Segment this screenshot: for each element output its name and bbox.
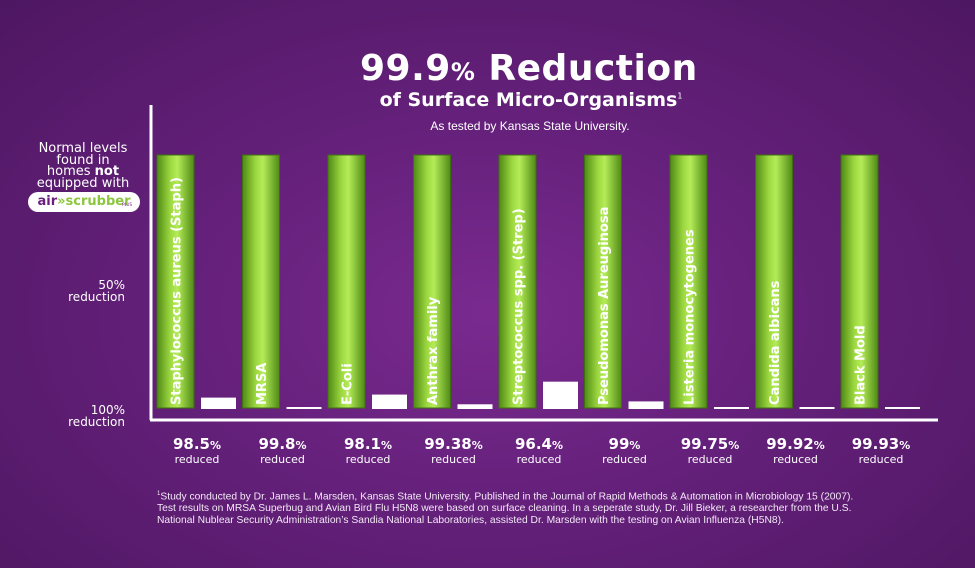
bar-category-label: Anthrax family (426, 296, 441, 405)
reduction-value-label: 98.5% (172, 435, 222, 453)
bar-category-label: Candida albicans (768, 280, 783, 405)
bar-normal-8 (755, 154, 793, 409)
footnote: 1Study conducted by Dr. James L. Marsden… (157, 491, 854, 527)
y-label-100-percent: 100% reduction (68, 403, 125, 429)
bar-remaining-8 (799, 407, 835, 409)
bar-remaining-3 (372, 394, 407, 409)
reduced-caption: reduced (260, 453, 305, 466)
reduction-value-label: 99.93% (851, 435, 911, 453)
bar-category-label: Listeria monocytogenes (683, 229, 698, 405)
bar-normal-2 (242, 154, 280, 409)
reduced-caption: reduced (345, 453, 391, 466)
reduced-caption: reduced (773, 453, 818, 466)
bar-normal-3 (327, 154, 366, 409)
bar-normal-6 (584, 154, 622, 409)
bar-remaining-1 (201, 397, 236, 409)
reduction-value-label: 98.1% (343, 435, 393, 453)
reduction-value-label: 99.8% (258, 435, 307, 453)
bar-remaining-7 (714, 407, 749, 409)
reduced-caption: reduced (516, 453, 562, 466)
reduced-caption: reduced (602, 453, 647, 466)
air-scrubber-logo: air»scrubber PLUS (28, 192, 140, 212)
bar-category-label: Black Mold (854, 325, 869, 405)
bar-normal-9 (840, 154, 879, 409)
bar-category-label: MRSA (255, 363, 270, 405)
bar-remaining-4 (457, 404, 493, 409)
y-label-normal-levels: Normal levels found in homes not equippe… (36, 141, 130, 191)
bar-category-label: Pseudomonas Aureuginosa (597, 207, 612, 405)
bar-normal-5 (498, 154, 537, 409)
bar-normal-7 (669, 154, 708, 409)
reduced-caption: reduced (858, 453, 904, 466)
reduced-caption: reduced (174, 453, 220, 466)
reduction-value-label: 99.92% (766, 435, 825, 453)
reduction-value-label: 96.4% (514, 435, 564, 453)
bar-category-label: Streptococcus spp. (Strep) (512, 208, 527, 405)
bar-category-label: E-Coli (341, 363, 356, 405)
bar-remaining-5 (543, 381, 578, 409)
bar-category-label: Staphylococcus aureus (Staph) (170, 177, 185, 405)
chart-title: 99.9% Reduction (360, 48, 698, 89)
reduced-caption: reduced (431, 453, 476, 466)
reduction-value-label: 99% (608, 435, 641, 453)
tested-by-note: As tested by Kansas State University. (430, 119, 630, 133)
reduced-caption: reduced (687, 453, 733, 466)
bar-normal-4 (413, 154, 451, 409)
reduction-value-label: 99.75% (680, 435, 740, 453)
y-label-50-percent: 50% reduction (68, 278, 125, 304)
reduction-value-label: 99.38% (424, 435, 483, 453)
bar-remaining-2 (286, 407, 322, 409)
chart-subtitle: of Surface Micro-Organisms1 (379, 89, 683, 111)
bar-normal-1 (156, 154, 195, 409)
bar-remaining-9 (885, 407, 920, 409)
bar-remaining-6 (628, 401, 664, 409)
